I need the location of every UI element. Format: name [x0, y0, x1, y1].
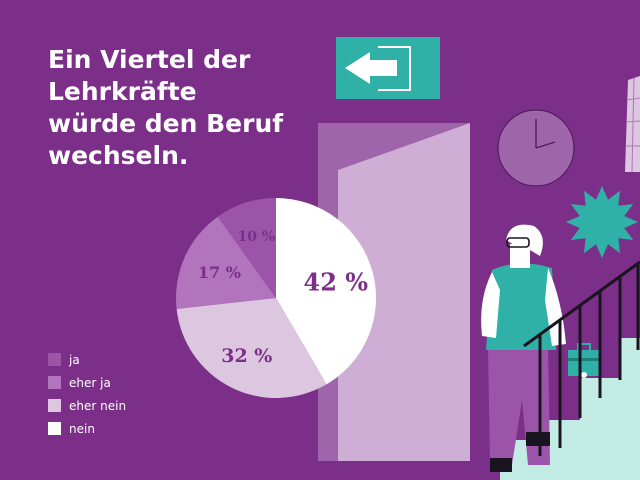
legend-label: eher nein: [69, 398, 127, 413]
pie-label-nein: 42 %: [304, 267, 369, 296]
legend-label: ja: [69, 352, 80, 367]
legend: ja eher ja eher nein nein: [48, 348, 126, 440]
pie-label-ja: 10 %: [238, 229, 276, 245]
clock-icon: [497, 109, 575, 187]
title-line: Lehrkräfte: [48, 77, 197, 106]
pie-slice-eher-nein: [176, 298, 327, 399]
pie-label-eher-nein: 32 %: [221, 345, 272, 367]
pie-slice-eher-ja: [175, 216, 276, 309]
legend-swatch: [48, 399, 61, 412]
starburst-icon: [566, 186, 638, 258]
legend-label: nein: [69, 421, 95, 436]
pie-chart: 42 % 32 % 17 % 10 %: [175, 197, 376, 399]
legend-item-eher-ja: eher ja: [48, 371, 126, 394]
pie-slice-ja: [217, 197, 276, 298]
exit-sign-icon: [336, 37, 440, 99]
chart-title: Ein Viertel der Lehrkräfte würde den Ber…: [48, 44, 308, 172]
legend-item-ja: ja: [48, 348, 126, 371]
grid-panel-decoration: [625, 76, 640, 173]
pie-label-eher-ja: 17 %: [198, 263, 241, 282]
handrail-illustration: [523, 260, 640, 456]
pie-slice-nein: [276, 198, 376, 385]
legend-item-eher-nein: eher nein: [48, 394, 126, 417]
title-line: Ein Viertel der: [48, 45, 251, 74]
legend-swatch: [48, 353, 61, 366]
legend-swatch: [48, 422, 61, 435]
title-line: wechseln.: [48, 141, 189, 170]
legend-swatch: [48, 376, 61, 389]
title-line: würde den Beruf: [48, 109, 284, 138]
legend-item-nein: nein: [48, 417, 126, 440]
legend-label: eher ja: [69, 375, 111, 390]
